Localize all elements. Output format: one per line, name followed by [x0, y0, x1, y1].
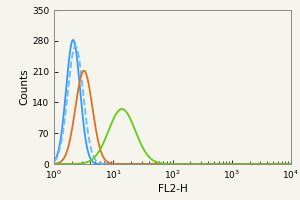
Y-axis label: Counts: Counts	[19, 69, 29, 105]
X-axis label: FL2-H: FL2-H	[158, 184, 188, 194]
